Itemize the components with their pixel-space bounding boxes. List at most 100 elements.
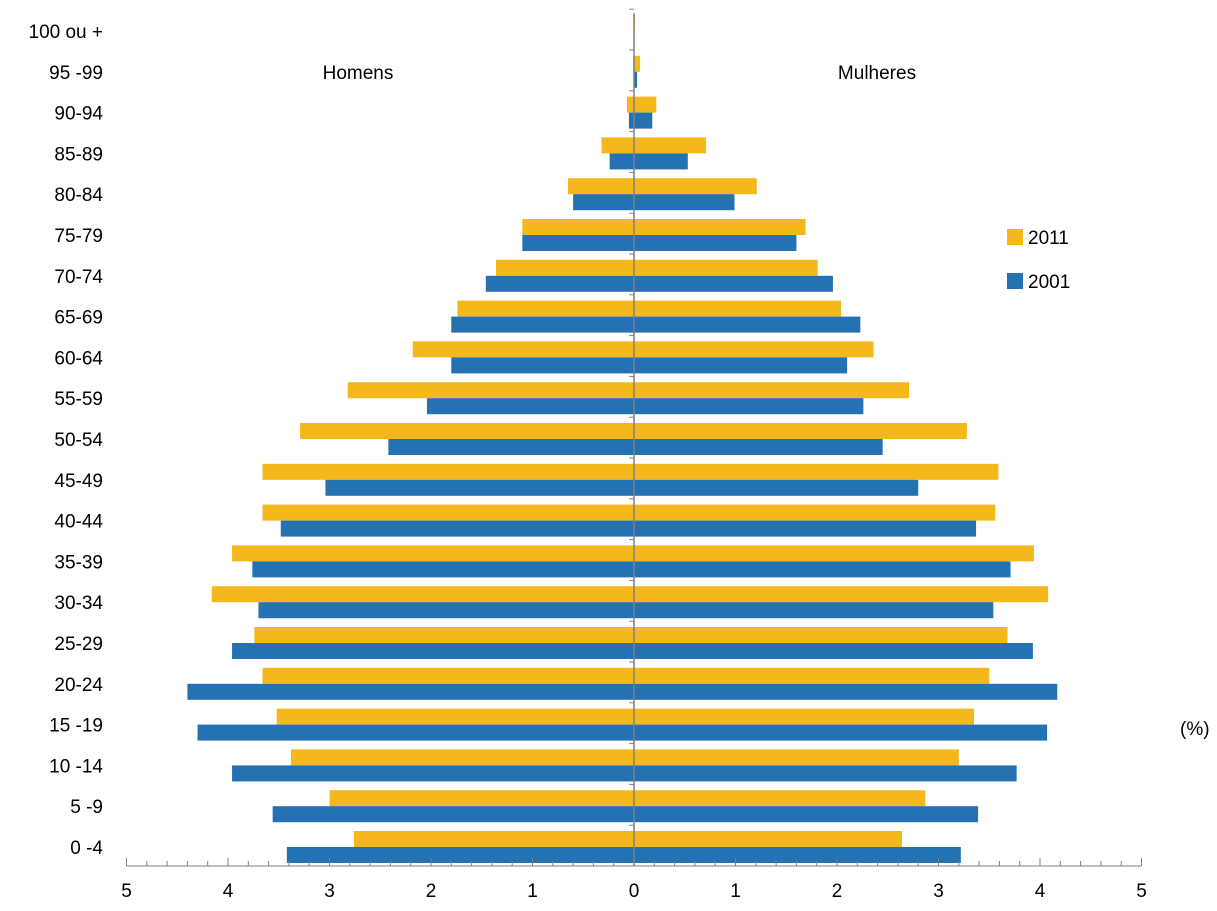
- bar-2001-women: [634, 316, 861, 333]
- bar-2011-men: [232, 545, 634, 562]
- bar-2011-men: [290, 749, 634, 766]
- bar-2011-men: [276, 708, 634, 725]
- y-tick-label: 5 -9: [70, 797, 103, 818]
- bar-2001-women: [634, 765, 1017, 782]
- group-label-men: Homens: [323, 63, 394, 84]
- labels-layer: 0 -4 5 -9 10 -14 15 -19 20-24 25-29 30-34 35-39…: [29, 22, 1147, 902]
- bar-2001-women: [634, 71, 638, 88]
- bar-2001-women: [634, 643, 1033, 659]
- bar-2001-women: [634, 439, 883, 455]
- bar-2001-men: [197, 724, 635, 741]
- bar-2011-women: [634, 667, 990, 684]
- bar-2011-women: [634, 96, 657, 113]
- bar-2001-men: [451, 357, 634, 374]
- y-tick-label: 90-94: [54, 104, 103, 125]
- bar-2001-men: [485, 275, 634, 292]
- x-tick-label: 3: [933, 881, 944, 902]
- y-tick-label: 95 -99: [49, 63, 103, 84]
- x-tick-label: 2: [832, 881, 843, 902]
- bar-2011-men: [347, 382, 634, 399]
- x-tick-label: 1: [730, 881, 741, 902]
- bar-2011-women: [634, 790, 926, 807]
- y-tick-label: 85-89: [54, 144, 103, 165]
- bar-2001-men: [522, 235, 634, 251]
- bar-2001-men: [609, 153, 634, 170]
- x-tick-label: 3: [324, 881, 335, 902]
- y-tick-label: 80-84: [54, 185, 103, 206]
- legend-swatch-2001: [1007, 273, 1023, 289]
- y-tick-label: 20-24: [54, 675, 103, 696]
- bar-2001-men: [258, 602, 634, 619]
- bar-2011-men: [522, 219, 634, 235]
- bar-2001-women: [634, 275, 833, 292]
- bar-2001-women: [634, 683, 1058, 700]
- x-tick-label: 5: [1136, 881, 1147, 902]
- bar-2011-men: [601, 137, 634, 154]
- y-tick-label: 70-74: [54, 267, 103, 288]
- bar-2001-women: [634, 479, 919, 496]
- legend: 2011 2001: [1007, 228, 1070, 293]
- bar-2011-men: [262, 504, 634, 521]
- y-tick-label: 10 -14: [49, 756, 103, 777]
- y-tick-label: 40-44: [54, 512, 103, 533]
- bar-2001-women: [634, 724, 1048, 741]
- bar-2001-women: [634, 153, 688, 170]
- x-tick-label: 4: [223, 881, 234, 902]
- bar-2011-men: [254, 627, 634, 643]
- bar-2011-women: [634, 341, 874, 358]
- bar-2011-men: [626, 96, 634, 113]
- x-tick-label: 2: [426, 881, 437, 902]
- bar-2011-women: [634, 831, 902, 847]
- y-tick-label: 35-39: [54, 552, 103, 573]
- bar-2011-women: [634, 259, 818, 276]
- x-axis-unit-label: (%): [1180, 719, 1210, 740]
- bar-2011-men: [412, 341, 634, 358]
- bar-2001-men: [187, 683, 634, 700]
- legend-label-2001: 2001: [1028, 272, 1070, 293]
- bar-2001-women: [634, 112, 653, 129]
- bar-2011-women: [634, 178, 757, 195]
- y-tick-label: 0 -4: [70, 838, 103, 859]
- bar-2001-men: [451, 316, 634, 333]
- bar-2001-men: [628, 112, 634, 129]
- y-tick-label: 75-79: [54, 226, 103, 247]
- x-tick-label: 4: [1035, 881, 1046, 902]
- bar-2001-women: [634, 847, 961, 863]
- bar-2011-women: [634, 627, 1008, 643]
- y-tick-label: 15 -19: [49, 716, 103, 737]
- bar-2001-men: [573, 194, 634, 211]
- y-tick-label: 100 ou +: [29, 22, 104, 43]
- bar-2001-men: [325, 479, 634, 496]
- bar-2001-women: [634, 235, 797, 251]
- legend-label-2011: 2011: [1028, 228, 1069, 249]
- bar-2011-men: [353, 831, 634, 847]
- bar-2011-women: [634, 219, 806, 235]
- bar-2001-women: [634, 561, 1011, 578]
- legend-swatch-2011: [1007, 229, 1023, 245]
- bar-2011-women: [634, 545, 1034, 562]
- bar-2011-men: [568, 178, 634, 195]
- bar-2001-women: [634, 398, 864, 415]
- x-tick-label: 0: [629, 881, 640, 902]
- bars-layer: [187, 15, 1058, 863]
- bar-2001-men: [252, 561, 635, 578]
- y-tick-label: 50-54: [54, 430, 103, 451]
- bar-2011-women: [634, 586, 1049, 603]
- bar-2011-men: [495, 259, 634, 276]
- x-tick-label: 1: [527, 881, 538, 902]
- bar-2011-women: [634, 749, 959, 766]
- bar-2011-women: [634, 463, 999, 480]
- y-tick-label: 25-29: [54, 634, 103, 655]
- bar-2001-men: [286, 847, 634, 863]
- bar-2011-women: [634, 55, 641, 72]
- bar-2011-women: [634, 708, 975, 725]
- y-tick-label: 60-64: [54, 348, 103, 369]
- bar-2001-women: [634, 520, 977, 537]
- bar-2011-women: [634, 137, 707, 154]
- y-tick-label: 30-34: [54, 593, 103, 614]
- bar-2001-women: [634, 806, 979, 823]
- bar-2001-women: [634, 602, 994, 619]
- bar-2001-men: [232, 643, 634, 659]
- bar-2011-women: [634, 300, 842, 317]
- bar-2011-women: [634, 382, 910, 399]
